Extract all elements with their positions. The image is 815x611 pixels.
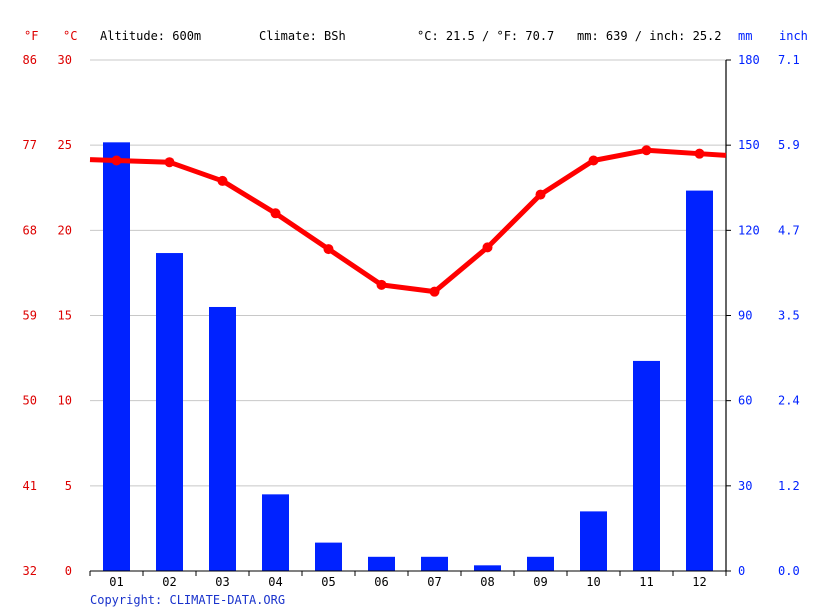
fahrenheit-tick-label: 86	[23, 53, 37, 67]
month-label: 06	[374, 575, 388, 589]
precipitation-bar	[421, 556, 448, 571]
axes	[89, 59, 731, 576]
average-temperature-label: °C: 21.5 / °F: 70.7	[417, 29, 554, 43]
temperature-point	[217, 175, 228, 186]
inch-tick-label: 1.2	[778, 479, 800, 493]
precipitation-total-label: mm: 639 / inch: 25.2	[577, 29, 722, 43]
precipitation-bar	[368, 556, 395, 571]
temperature-point	[535, 189, 546, 200]
inch-tick-label: 0.0	[778, 564, 800, 578]
fahrenheit-tick-label: 68	[23, 223, 37, 237]
precipitation-bar	[315, 542, 342, 571]
precipitation-bar	[156, 253, 183, 572]
month-label: 04	[268, 575, 282, 589]
precipitation-bar	[209, 306, 236, 571]
mm-tick-label: 60	[738, 394, 752, 408]
month-label: 10	[586, 575, 600, 589]
precipitation-bar	[686, 190, 713, 572]
inch-tick-label: 2.4	[778, 394, 800, 408]
temperature-point	[482, 242, 493, 253]
temperature-point	[588, 155, 599, 166]
precipitation-bar	[262, 494, 289, 571]
celsius-tick-label: 5	[65, 479, 72, 493]
precipitation-bar	[580, 511, 607, 571]
celsius-tick-label: 0	[65, 564, 72, 578]
temperature-point	[111, 155, 122, 166]
temperature-point	[694, 148, 705, 159]
temperature-point	[270, 208, 281, 219]
copyright-label: Copyright: CLIMATE-DATA.ORG	[90, 593, 285, 607]
precipitation-bar	[527, 556, 554, 571]
inch-tick-label: 3.5	[778, 309, 800, 323]
celsius-tick-label: 20	[58, 223, 72, 237]
mm-tick-label: 150	[738, 138, 760, 152]
gridlines	[90, 59, 726, 487]
temperature-point	[376, 279, 387, 290]
precipitation-bars	[103, 142, 713, 572]
celsius-tick-label: 10	[58, 394, 72, 408]
celsius-tick-label: 25	[58, 138, 72, 152]
celsius-tick-label: 15	[58, 309, 72, 323]
mm-tick-label: 180	[738, 53, 760, 67]
month-label: 12	[692, 575, 706, 589]
fahrenheit-unit-label: °F	[24, 29, 38, 43]
mm-tick-label: 120	[738, 223, 760, 237]
month-label: 07	[427, 575, 441, 589]
mm-tick-label: 0	[738, 564, 745, 578]
month-label: 02	[162, 575, 176, 589]
fahrenheit-tick-label: 77	[23, 138, 37, 152]
fahrenheit-tick-label: 59	[23, 309, 37, 323]
mm-tick-label: 30	[738, 479, 752, 493]
month-label: 05	[321, 575, 335, 589]
inch-unit-label: inch	[779, 29, 808, 43]
temperature-line	[89, 145, 727, 297]
precipitation-bar	[633, 360, 660, 571]
month-label: 01	[109, 575, 123, 589]
fahrenheit-tick-label: 41	[23, 479, 37, 493]
fahrenheit-tick-label: 50	[23, 394, 37, 408]
month-label: 03	[215, 575, 229, 589]
altitude-label: Altitude: 600m	[100, 29, 201, 43]
temperature-line-path	[89, 147, 727, 295]
celsius-tick-label: 30	[58, 53, 72, 67]
fahrenheit-tick-label: 32	[23, 564, 37, 578]
temperature-point	[164, 157, 175, 168]
precipitation-bar	[103, 142, 130, 572]
tick-labels: 32 0 41 5 50 10 59 15 68 20 77 25 86 30 0 0.0 30 1.2 60 2.4…	[23, 53, 800, 589]
celsius-unit-label: °C	[63, 29, 77, 43]
month-label: 11	[639, 575, 653, 589]
mm-tick-label: 90	[738, 309, 752, 323]
temperature-point	[323, 244, 334, 255]
month-label: 09	[533, 575, 547, 589]
inch-tick-label: 7.1	[778, 53, 800, 67]
temperature-point	[429, 286, 440, 297]
temperature-point	[641, 145, 652, 156]
climate-label: Climate: BSh	[259, 29, 346, 43]
mm-unit-label: mm	[738, 29, 752, 43]
inch-tick-label: 4.7	[778, 223, 800, 237]
inch-tick-label: 5.9	[778, 138, 800, 152]
month-label: 08	[480, 575, 494, 589]
precipitation-bar	[474, 565, 501, 571]
